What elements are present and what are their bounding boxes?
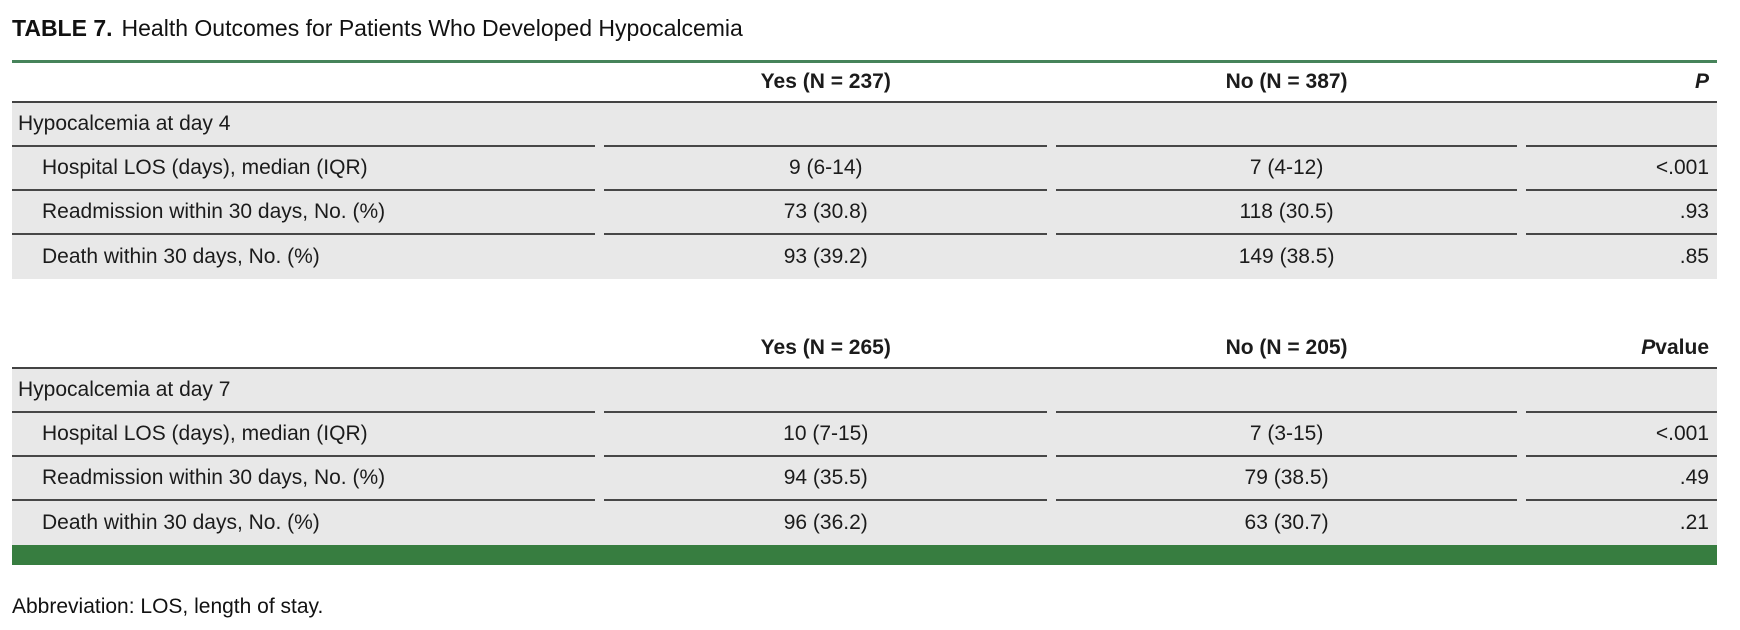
table-row: Hospital LOS (days), median (IQR) 9 (6-1… bbox=[12, 147, 1717, 191]
group-header-row: Hypocalcemia at day 7 bbox=[12, 369, 1717, 413]
column-header-no: No (N = 387) bbox=[1225, 70, 1348, 93]
cell-yes: 10 (7-15) bbox=[604, 413, 1048, 457]
group-label: Hypocalcemia at day 4 bbox=[12, 103, 596, 147]
column-header-empty bbox=[12, 63, 595, 101]
cell-no: 79 (38.5) bbox=[1056, 457, 1517, 501]
cell-p: <.001 bbox=[1525, 413, 1717, 457]
cell-no: 7 (4-12) bbox=[1056, 147, 1517, 191]
cell-yes: 73 (30.8) bbox=[604, 191, 1048, 235]
cell-empty bbox=[1056, 369, 1517, 413]
table-row: Hospital LOS (days), median (IQR) 10 (7-… bbox=[12, 413, 1717, 457]
column-header-yes: Yes (N = 265) bbox=[760, 336, 891, 359]
cell-yes: 94 (35.5) bbox=[604, 457, 1048, 501]
cell-label: Hospital LOS (days), median (IQR) bbox=[12, 413, 596, 457]
cell-empty bbox=[1056, 103, 1517, 147]
cell-empty bbox=[1525, 103, 1717, 147]
table-row: Death within 30 days, No. (%) 96 (36.2) … bbox=[12, 501, 1717, 545]
column-header-empty bbox=[12, 329, 595, 367]
cell-yes: 96 (36.2) bbox=[783, 511, 868, 534]
table-figure: TABLE 7. Health Outcomes for Patients Who… bbox=[12, 13, 1717, 618]
cell-no: 63 (30.7) bbox=[1244, 511, 1329, 534]
p-italic: P bbox=[1641, 336, 1656, 359]
table-section-day4: Yes (N = 237) No (N = 387) P Hypocalcemi… bbox=[12, 63, 1717, 279]
cell-label: Death within 30 days, No. (%) bbox=[42, 511, 320, 534]
cell-label: Death within 30 days, No. (%) bbox=[42, 245, 320, 268]
table-row: Death within 30 days, No. (%) 93 (39.2) … bbox=[12, 235, 1717, 279]
cell-no: 118 (30.5) bbox=[1056, 191, 1517, 235]
group-header-row: Hypocalcemia at day 4 bbox=[12, 103, 1717, 147]
cell-empty bbox=[1525, 369, 1717, 413]
bottom-green-bar bbox=[12, 545, 1717, 565]
cell-p: <.001 bbox=[1525, 147, 1717, 191]
p-rest: value bbox=[1655, 336, 1709, 359]
table-title-text: Health Outcomes for Patients Who Develop… bbox=[121, 15, 743, 41]
table-title: TABLE 7. Health Outcomes for Patients Who… bbox=[12, 13, 1717, 43]
column-header-row: Yes (N = 237) No (N = 387) P bbox=[12, 63, 1717, 101]
cell-p: .93 bbox=[1525, 191, 1717, 235]
cell-empty bbox=[604, 369, 1048, 413]
table-section-day7: Yes (N = 265) No (N = 205) P value Hypoc… bbox=[12, 329, 1717, 565]
cell-label: Hospital LOS (days), median (IQR) bbox=[12, 147, 596, 191]
cell-p: .21 bbox=[1679, 511, 1709, 534]
p-italic: P bbox=[1694, 70, 1709, 93]
cell-yes: 93 (39.2) bbox=[783, 245, 868, 268]
column-header-no: No (N = 205) bbox=[1225, 336, 1348, 359]
cell-yes: 9 (6-14) bbox=[604, 147, 1048, 191]
section-body-day4: Hypocalcemia at day 4 Hospital LOS (days… bbox=[12, 101, 1717, 279]
section-body-day7: Hypocalcemia at day 7 Hospital LOS (days… bbox=[12, 367, 1717, 545]
column-header-row: Yes (N = 265) No (N = 205) P value bbox=[12, 329, 1717, 367]
cell-label: Readmission within 30 days, No. (%) bbox=[12, 191, 596, 235]
table-row: Readmission within 30 days, No. (%) 94 (… bbox=[12, 457, 1717, 501]
column-header-p-value: P value bbox=[1526, 329, 1717, 367]
cell-no: 7 (3-15) bbox=[1056, 413, 1517, 457]
cell-label: Readmission within 30 days, No. (%) bbox=[12, 457, 596, 501]
top-green-rule bbox=[12, 60, 1717, 63]
cell-p: .49 bbox=[1525, 457, 1717, 501]
cell-empty bbox=[604, 103, 1048, 147]
cell-no: 149 (38.5) bbox=[1238, 245, 1335, 268]
table-number-label: TABLE 7. bbox=[12, 15, 113, 41]
abbreviation-note: Abbreviation: LOS, length of stay. bbox=[12, 595, 324, 618]
group-label: Hypocalcemia at day 7 bbox=[12, 369, 596, 413]
column-header-yes: Yes (N = 237) bbox=[760, 70, 891, 93]
cell-p: .85 bbox=[1679, 245, 1709, 268]
column-header-p: P bbox=[1526, 63, 1717, 101]
table-row: Readmission within 30 days, No. (%) 73 (… bbox=[12, 191, 1717, 235]
